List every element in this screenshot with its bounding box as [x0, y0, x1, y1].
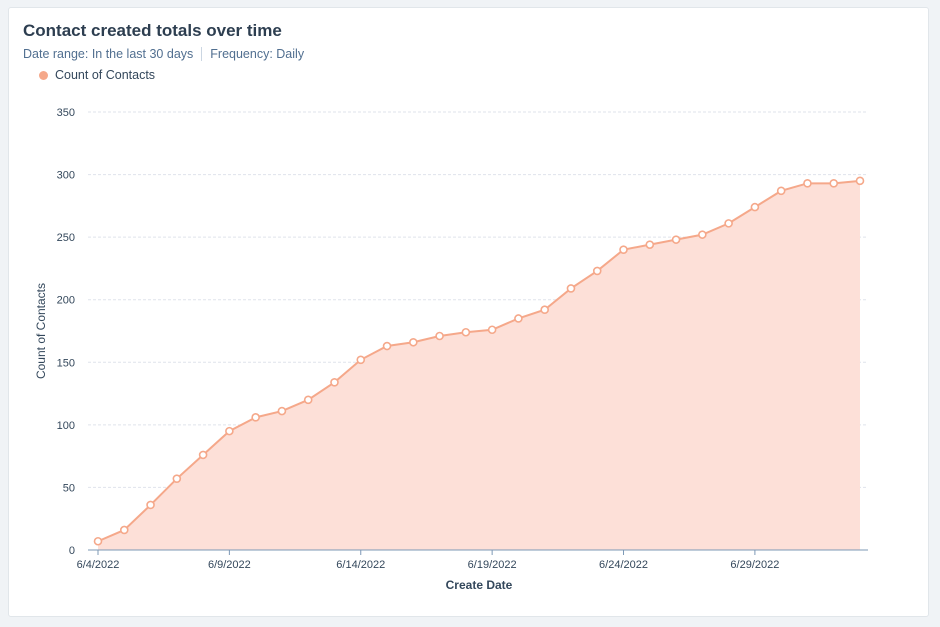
data-point [409, 337, 418, 347]
y-tick-label: 350 [57, 107, 75, 119]
data-point [198, 450, 208, 460]
data-point [619, 245, 628, 254]
x-tick-label: 6/29/2022 [730, 559, 779, 571]
data-point [172, 474, 182, 483]
data-point [146, 500, 155, 510]
data-point [356, 355, 366, 365]
y-axis-title: Count of Contacts [34, 283, 48, 379]
data-point [671, 235, 681, 244]
date-range-label: Date range: [23, 47, 89, 61]
data-point [776, 186, 786, 196]
data-point [855, 176, 865, 186]
data-point [566, 284, 576, 293]
chart-title: Contact created totals over time [23, 21, 282, 40]
data-point [119, 525, 129, 535]
y-tick-label: 150 [57, 357, 75, 369]
frequency-label: Frequency: [210, 47, 273, 61]
x-tick-label: 6/9/2022 [208, 559, 251, 571]
data-point [803, 179, 812, 188]
data-point [382, 341, 392, 351]
date-range-value: In the last 30 days [91, 47, 194, 61]
y-tick-label: 50 [63, 482, 75, 494]
data-point [592, 266, 602, 276]
data-point [277, 406, 287, 416]
data-point [330, 378, 339, 387]
data-point [698, 230, 707, 239]
data-point [461, 327, 471, 337]
y-tick-label: 0 [69, 545, 75, 557]
data-point [435, 331, 444, 341]
x-tick-label: 6/14/2022 [336, 559, 385, 571]
data-point [750, 202, 760, 212]
legend-marker-icon [39, 70, 48, 80]
chart-legend[interactable]: Count of Contacts [39, 68, 155, 82]
series-line [97, 179, 861, 543]
data-point [251, 413, 260, 422]
report-meta: Date range: In the last 30 days Frequenc… [23, 47, 304, 61]
data-point [540, 305, 549, 315]
x-tick-label: 6/24/2022 [599, 559, 648, 571]
y-tick-label: 300 [57, 170, 75, 182]
legend-label: Count of Contacts [55, 68, 156, 82]
y-tick-label: 250 [57, 232, 75, 244]
data-point [225, 426, 234, 436]
data-point [93, 536, 103, 546]
x-axis-title: Create Date [446, 578, 513, 592]
data-point [514, 314, 523, 323]
area-fill [98, 180, 860, 551]
data-point [724, 219, 733, 228]
data-point [487, 325, 497, 335]
frequency-value: Daily [276, 47, 305, 61]
x-tick-label: 6/4/2022 [77, 559, 120, 571]
y-tick-label: 100 [57, 420, 75, 432]
meta-divider [201, 47, 203, 61]
y-tick-label: 200 [57, 295, 75, 307]
data-point [645, 240, 655, 249]
data-point [303, 395, 313, 405]
x-tick-label: 6/19/2022 [468, 559, 517, 571]
data-point [829, 179, 839, 188]
